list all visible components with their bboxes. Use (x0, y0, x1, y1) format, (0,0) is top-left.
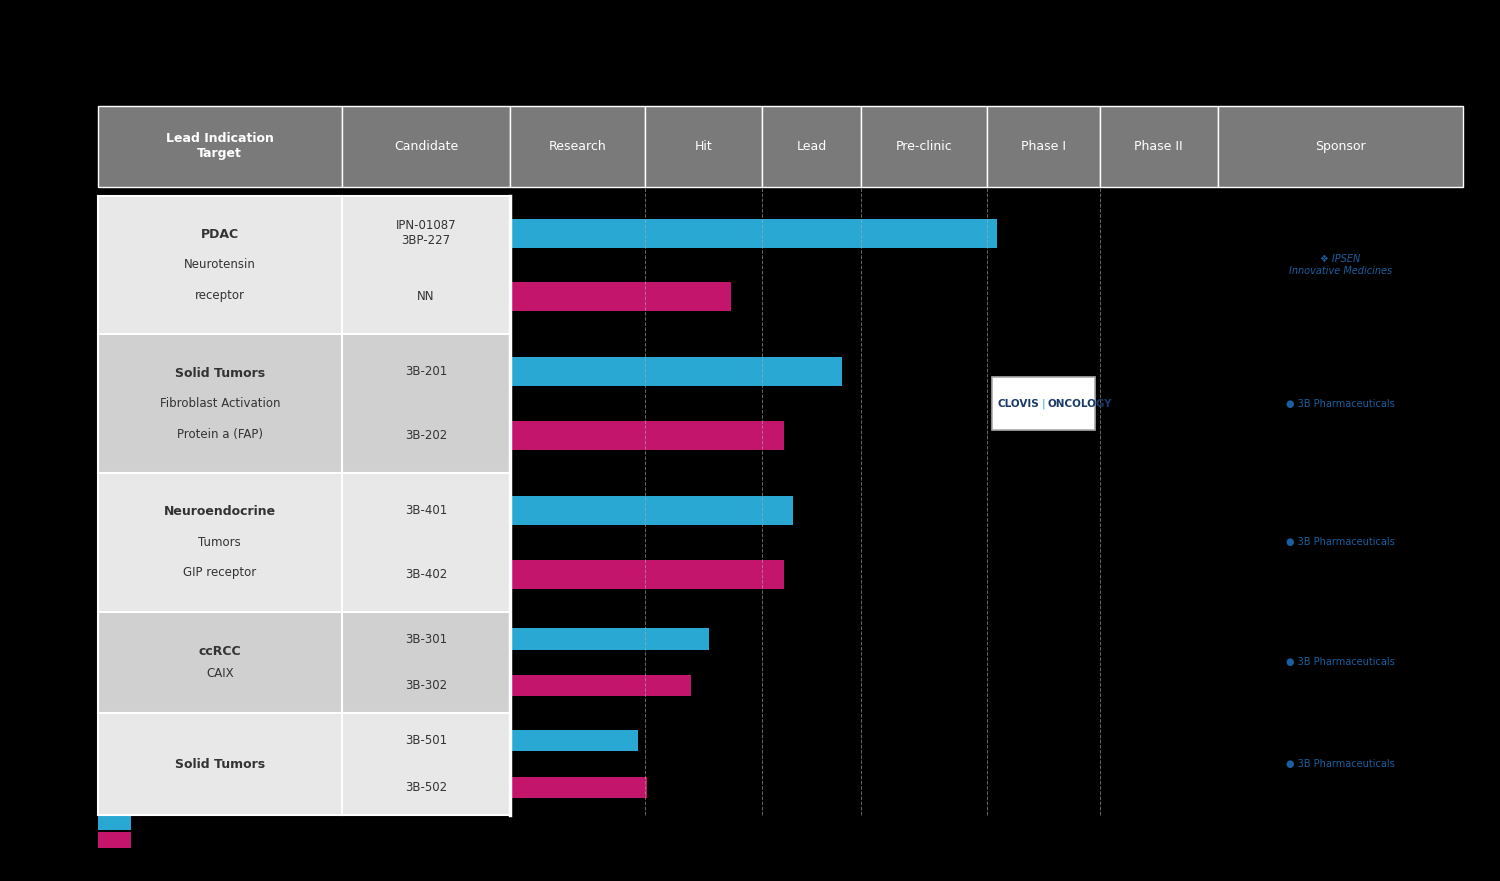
Bar (510, 675, 692, 696)
Text: receptor: receptor (195, 289, 244, 302)
Text: 3B-502: 3B-502 (405, 781, 447, 794)
Bar (510, 357, 842, 386)
Text: CLOVIS: CLOVIS (998, 398, 1039, 409)
Text: 3B-501: 3B-501 (405, 734, 447, 747)
Bar (1218, 106, 1462, 187)
Text: IPN-01087
3BP-227: IPN-01087 3BP-227 (396, 219, 456, 247)
Bar (987, 106, 1100, 187)
Text: ONCOLOGY: ONCOLOGY (1047, 398, 1112, 409)
Bar (510, 106, 645, 187)
Text: ❖ IPSEN
Innovative Medicines: ❖ IPSEN Innovative Medicines (1288, 254, 1392, 276)
Bar (762, 106, 861, 187)
Text: Fibroblast Activation: Fibroblast Activation (159, 397, 280, 410)
Text: Research: Research (549, 140, 606, 152)
Bar (510, 730, 639, 751)
Bar (510, 218, 998, 248)
Bar (510, 496, 794, 525)
Text: CAIX: CAIX (206, 667, 234, 680)
Bar (645, 106, 762, 187)
Text: ● 3B Pharmaceuticals: ● 3B Pharmaceuticals (1286, 759, 1395, 769)
Text: PDAC: PDAC (201, 228, 238, 241)
Text: Sponsor: Sponsor (1316, 140, 1365, 152)
Text: ccRCC: ccRCC (198, 645, 242, 658)
Text: Candidate: Candidate (394, 140, 458, 152)
Bar (98, 473, 510, 611)
Text: Solid Tumors: Solid Tumors (174, 366, 266, 380)
Text: Solid Tumors: Solid Tumors (174, 758, 266, 771)
Text: Neuroendocrine: Neuroendocrine (164, 505, 276, 518)
Bar (98, 334, 510, 473)
Text: ● 3B Pharmaceuticals: ● 3B Pharmaceuticals (1286, 657, 1395, 668)
Bar (98, 106, 342, 187)
Text: NN: NN (417, 291, 435, 303)
Text: Hit: Hit (694, 140, 712, 152)
Text: 3B-301: 3B-301 (405, 633, 447, 646)
Text: Lead: Lead (796, 140, 826, 152)
Bar (98, 832, 130, 848)
Text: Pre-clinic: Pre-clinic (896, 140, 952, 152)
Text: 3B-302: 3B-302 (405, 679, 447, 692)
Text: Neurotensin: Neurotensin (184, 258, 255, 271)
Text: Phase II: Phase II (1134, 140, 1184, 152)
Bar (510, 282, 732, 311)
Bar (510, 559, 784, 589)
Bar (1100, 106, 1218, 187)
Bar (342, 106, 510, 187)
Text: 3B-202: 3B-202 (405, 429, 447, 442)
Text: Lead Indication
Target: Lead Indication Target (166, 132, 273, 160)
Bar (510, 777, 646, 798)
Text: 3B-201: 3B-201 (405, 366, 447, 378)
Bar (992, 377, 1095, 430)
Bar (98, 611, 510, 714)
Bar (510, 628, 710, 649)
Bar (510, 421, 784, 450)
Text: |: | (1041, 398, 1046, 409)
Text: Tumors: Tumors (198, 536, 242, 549)
Bar (861, 106, 987, 187)
Text: ● 3B Pharmaceuticals: ● 3B Pharmaceuticals (1286, 398, 1395, 409)
Bar (98, 714, 510, 815)
Text: Protein a (FAP): Protein a (FAP) (177, 427, 262, 440)
Bar (98, 196, 510, 334)
Bar (98, 814, 130, 830)
Text: Phase I: Phase I (1020, 140, 1065, 152)
Text: 3B-402: 3B-402 (405, 567, 447, 581)
Text: ● 3B Pharmaceuticals: ● 3B Pharmaceuticals (1286, 537, 1395, 547)
Text: GIP receptor: GIP receptor (183, 566, 256, 579)
Text: 3B-401: 3B-401 (405, 504, 447, 517)
